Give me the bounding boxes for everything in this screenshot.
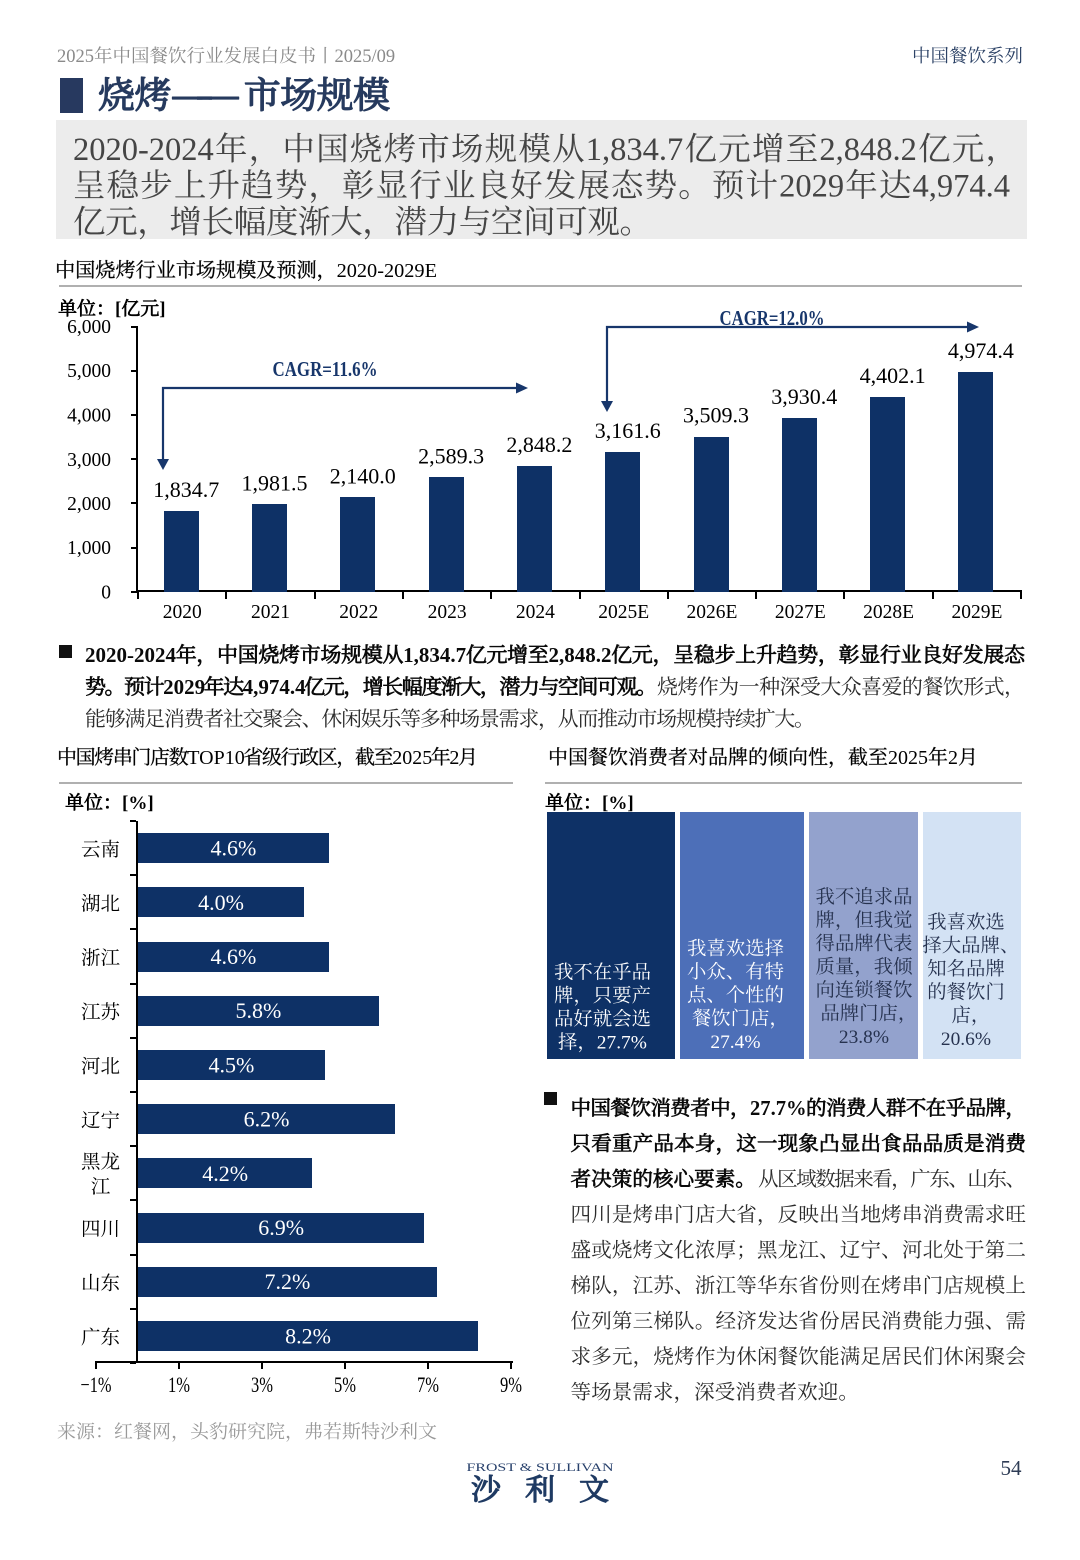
svg-text:2020-2024: 2020-2024 <box>73 132 214 168</box>
svg-text:2025: 2025 <box>392 747 432 769</box>
svg-text:4,000: 4,000 <box>67 406 111 427</box>
svg-text:5.8%: 5.8% <box>235 998 281 1023</box>
svg-text:3,000: 3,000 <box>67 450 111 471</box>
svg-text:1,834.7: 1,834.7 <box>153 477 219 502</box>
svg-text:4.0%: 4.0% <box>198 890 244 915</box>
svg-text:1,000: 1,000 <box>67 538 111 559</box>
svg-text:2029: 2029 <box>163 675 205 699</box>
svg-text:2025E: 2025E <box>598 602 649 623</box>
svg-text:8.2%: 8.2% <box>285 1323 331 1348</box>
svg-text:[: [ <box>115 299 121 320</box>
svg-text:1%: 1% <box>168 1372 190 1397</box>
svg-text:2: 2 <box>449 747 459 769</box>
svg-text:CAGR=11.6%: CAGR=11.6% <box>273 357 378 381</box>
svg-text:2,848.2: 2,848.2 <box>549 643 612 667</box>
svg-text:4,974.4: 4,974.4 <box>243 675 307 699</box>
svg-text:2,000: 2,000 <box>67 494 111 515</box>
svg-text:2025: 2025 <box>57 47 94 67</box>
svg-text:3%: 3% <box>251 1372 273 1397</box>
svg-text:FROST & SULLIVAN: FROST & SULLIVAN <box>467 1462 615 1474</box>
svg-text:2024: 2024 <box>516 602 555 623</box>
svg-text:2023: 2023 <box>428 602 467 623</box>
svg-text:4.6%: 4.6% <box>210 944 256 969</box>
svg-text:2029: 2029 <box>779 169 844 205</box>
svg-text:20.6%: 20.6% <box>941 1029 991 1050</box>
svg-text:4,402.1: 4,402.1 <box>860 363 926 388</box>
svg-text:]: ] <box>159 299 165 320</box>
svg-text:2029E: 2029E <box>951 602 1002 623</box>
svg-text:6,000: 6,000 <box>67 317 111 338</box>
svg-text:−1%: −1% <box>81 1372 112 1397</box>
svg-text:2026E: 2026E <box>687 602 738 623</box>
svg-text:2025/09: 2025/09 <box>335 47 396 67</box>
svg-text:2020: 2020 <box>163 602 202 623</box>
svg-text:2025: 2025 <box>888 747 928 769</box>
svg-text:6.2%: 6.2% <box>244 1107 290 1132</box>
svg-text:2,848.2: 2,848.2 <box>506 432 572 457</box>
svg-text:2028E: 2028E <box>863 602 914 623</box>
svg-text:5,000: 5,000 <box>67 361 111 382</box>
svg-text:2020-2029E: 2020-2029E <box>337 260 437 282</box>
svg-text:2,848.2: 2,848.2 <box>819 132 917 168</box>
svg-text:2027E: 2027E <box>775 602 826 623</box>
svg-text:2,589.3: 2,589.3 <box>418 443 484 468</box>
svg-text:5%: 5% <box>334 1372 356 1397</box>
svg-text:0: 0 <box>101 583 111 604</box>
svg-text:TOP10: TOP10 <box>187 747 244 769</box>
svg-text:4.6%: 4.6% <box>210 836 256 861</box>
svg-text:4.5%: 4.5% <box>208 1052 254 1077</box>
svg-text:[%]: [%] <box>122 793 154 814</box>
svg-text:2022: 2022 <box>339 602 378 623</box>
svg-text:7%: 7% <box>417 1372 439 1397</box>
svg-text:3,509.3: 3,509.3 <box>683 403 749 428</box>
svg-text:23.8%: 23.8% <box>839 1027 889 1048</box>
svg-text:27.7%: 27.7% <box>597 1033 647 1054</box>
svg-text:27.7%: 27.7% <box>750 1098 807 1120</box>
svg-text:4.2%: 4.2% <box>202 1161 248 1186</box>
svg-text:1,834.7: 1,834.7 <box>403 643 466 667</box>
svg-text:4,974.4: 4,974.4 <box>913 169 1011 205</box>
svg-text:3,930.4: 3,930.4 <box>771 384 837 409</box>
svg-text:1,834.7: 1,834.7 <box>586 132 684 168</box>
svg-text:CAGR=12.0%: CAGR=12.0% <box>720 306 825 330</box>
svg-text:6.9%: 6.9% <box>258 1215 304 1240</box>
svg-text:9%: 9% <box>500 1372 522 1397</box>
svg-text:3,161.6: 3,161.6 <box>595 418 661 443</box>
svg-text:1,981.5: 1,981.5 <box>242 470 308 495</box>
svg-text:2021: 2021 <box>251 602 290 623</box>
svg-text:2020-2024: 2020-2024 <box>85 643 176 667</box>
svg-text:54: 54 <box>1001 1456 1023 1480</box>
svg-text:4,974.4: 4,974.4 <box>948 338 1014 363</box>
svg-text:[%]: [%] <box>602 793 634 814</box>
svg-text:7.2%: 7.2% <box>264 1269 310 1294</box>
svg-text:2,140.0: 2,140.0 <box>330 463 396 488</box>
svg-text:2: 2 <box>948 747 958 769</box>
svg-text:27.4%: 27.4% <box>710 1032 760 1053</box>
